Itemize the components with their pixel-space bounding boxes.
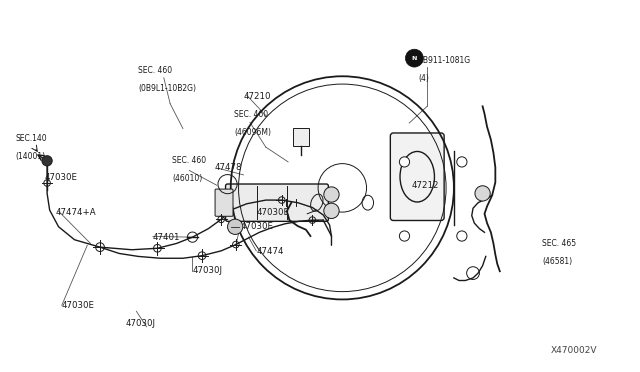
Text: (46010): (46010)	[172, 174, 202, 183]
FancyBboxPatch shape	[390, 133, 444, 221]
Circle shape	[324, 203, 339, 218]
Circle shape	[228, 219, 243, 234]
Text: SEC. 465: SEC. 465	[542, 239, 576, 248]
Text: (0B9L1-10B2G): (0B9L1-10B2G)	[138, 84, 196, 93]
Text: 47401: 47401	[153, 232, 180, 242]
Text: 47474+A: 47474+A	[56, 208, 96, 217]
Circle shape	[405, 49, 423, 67]
Bar	[293, 128, 308, 146]
Text: 47210: 47210	[243, 92, 271, 101]
Circle shape	[457, 157, 467, 167]
Circle shape	[475, 186, 490, 201]
Text: 47030J: 47030J	[125, 320, 156, 328]
Text: (4): (4)	[419, 74, 429, 83]
Circle shape	[457, 231, 467, 241]
Text: 47030E: 47030E	[62, 301, 95, 310]
FancyBboxPatch shape	[215, 189, 233, 216]
Circle shape	[399, 157, 410, 167]
Text: X470002V: X470002V	[551, 346, 597, 355]
Text: (46581): (46581)	[542, 257, 572, 266]
Circle shape	[324, 187, 339, 202]
Text: 47478: 47478	[215, 163, 243, 172]
Circle shape	[42, 156, 52, 166]
Text: 47030J: 47030J	[193, 266, 223, 275]
Text: 0B911-1081G: 0B911-1081G	[419, 56, 471, 65]
Text: 47030E: 47030E	[240, 221, 273, 231]
Text: SEC. 460: SEC. 460	[138, 66, 172, 75]
Text: 47030E: 47030E	[256, 208, 289, 217]
Text: 47030E: 47030E	[45, 173, 77, 182]
FancyBboxPatch shape	[225, 184, 328, 221]
Text: SEC.140: SEC.140	[15, 134, 47, 143]
Text: SEC. 460: SEC. 460	[172, 156, 206, 165]
Text: 47212: 47212	[411, 181, 438, 190]
Circle shape	[399, 231, 410, 241]
Text: (14001): (14001)	[15, 152, 45, 161]
Text: (46096M): (46096M)	[234, 128, 271, 137]
Text: N: N	[412, 56, 417, 61]
Text: 47474: 47474	[256, 247, 284, 256]
Text: SEC. 460: SEC. 460	[234, 110, 268, 119]
